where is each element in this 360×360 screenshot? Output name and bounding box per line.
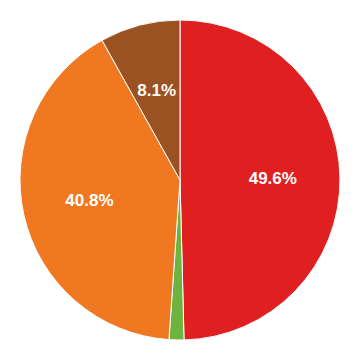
pie-chart: 49.6% 40.8% 8.1%	[0, 0, 360, 360]
pie-slice	[102, 20, 180, 180]
data-label: 8.1%	[137, 81, 176, 100]
data-labels: 49.6% 40.8% 8.1%	[65, 81, 297, 210]
data-label: 49.6%	[249, 169, 297, 188]
slices	[20, 20, 340, 340]
chart-container: 49.6% 40.8% 8.1%	[0, 0, 360, 360]
pie-slice	[180, 20, 340, 340]
pie-slice	[20, 40, 180, 339]
data-label: 40.8%	[65, 191, 113, 210]
